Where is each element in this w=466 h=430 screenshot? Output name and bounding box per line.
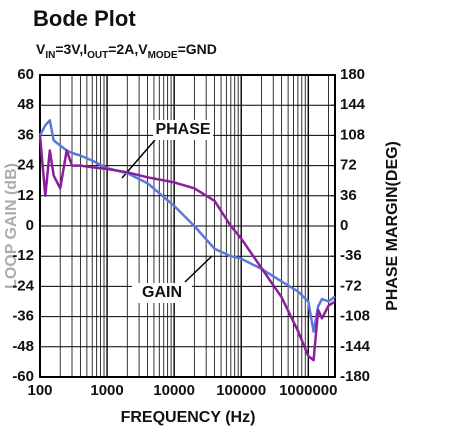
subtitle-subscript: IN — [45, 50, 55, 61]
y-tick-label: 48 — [17, 96, 34, 113]
y2-tick-label: 108 — [340, 126, 365, 143]
y2-tick-label: -36 — [340, 247, 362, 264]
chart-subtitle: VIN=3V,IOUT=2A,VMODE=GND — [36, 41, 217, 61]
subtitle-subscript: OUT — [87, 50, 108, 61]
x-tick-label: 100 — [27, 382, 52, 399]
y2-tick-label: 144 — [340, 96, 366, 113]
annotation-leader — [184, 255, 213, 283]
y2-tick-label: 72 — [340, 157, 357, 174]
y-tick-label: 12 — [17, 187, 34, 204]
y-tick-label: 36 — [17, 126, 34, 143]
annotation: PHASE — [155, 121, 210, 138]
subtitle-text: =2A,V — [108, 41, 148, 57]
x-axis-label: FREQUENCY (Hz) — [121, 409, 256, 426]
y-tick-label: 0 — [26, 217, 34, 234]
y-tick-label: -60 — [12, 368, 34, 385]
y-tick-label: -48 — [12, 338, 34, 355]
subtitle-subscript: MODE — [148, 50, 178, 61]
annotation: GAIN — [142, 284, 182, 301]
y2-axis-label: PHASE MARGIN(DEG) — [384, 141, 401, 311]
y-tick-label: -12 — [12, 247, 34, 264]
y-axis-label: LOOP GAIN (dB) — [3, 163, 20, 289]
y-tick-label: -24 — [12, 277, 34, 294]
plot-frame — [39, 74, 336, 378]
y-tick-label: -36 — [12, 308, 34, 325]
y-tick-label: 24 — [17, 157, 34, 174]
x-tick-label: 1000 — [90, 382, 123, 399]
y2-tick-label: 180 — [340, 66, 365, 83]
y2-tick-label: -144 — [340, 338, 371, 355]
y2-tick-label: -72 — [340, 277, 362, 294]
x-tick-label: 100000 — [216, 382, 266, 399]
annotation-bg — [132, 283, 192, 303]
subtitle-text: V — [36, 41, 46, 57]
y2-tick-label: -108 — [340, 308, 370, 325]
series-line — [38, 135, 336, 362]
annotation-bg — [153, 120, 213, 140]
y2-tick-label: -180 — [340, 368, 370, 385]
subtitle-text: =3V,I — [55, 41, 87, 57]
y2-tick-label: 36 — [340, 187, 357, 204]
chart-title: Bode Plot — [33, 6, 136, 31]
y2-tick-label: 0 — [340, 217, 348, 234]
x-tick-label: 10000 — [153, 382, 195, 399]
series-line — [38, 119, 336, 333]
y-tick-label: 60 — [17, 66, 34, 83]
subtitle-text: =GND — [178, 41, 217, 57]
x-tick-label: 1000000 — [279, 382, 337, 399]
